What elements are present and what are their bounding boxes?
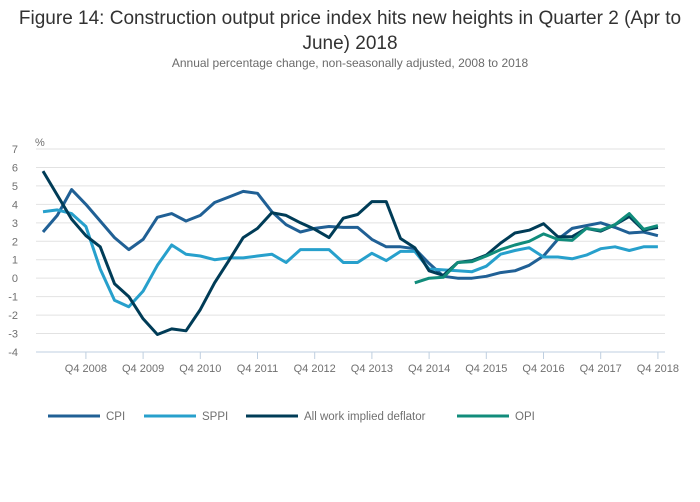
x-tick-label: Q4 2008 xyxy=(65,363,107,375)
series-line-opi[interactable] xyxy=(414,212,659,285)
y-tick-label: 4 xyxy=(12,199,18,211)
legend-label: OPI xyxy=(515,411,535,423)
legend-label: All work implied deflator xyxy=(304,411,426,423)
chart-subtitle: Annual percentage change, non-seasonally… xyxy=(171,56,529,70)
chart-title: Figure 14: Construction output price ind… xyxy=(18,8,682,54)
y-tick-label: 0 xyxy=(12,273,18,285)
x-tick-label: Q4 2017 xyxy=(580,363,622,375)
x-tick-label: Q4 2014 xyxy=(408,363,450,375)
series-line-sppi[interactable] xyxy=(42,208,658,309)
legend: CPI SPPI All work implied deflator OPI xyxy=(48,411,535,423)
x-tick-label: Q4 2013 xyxy=(351,363,393,375)
legend-label: SPPI xyxy=(202,411,228,423)
y-tick-label: -3 xyxy=(8,329,18,341)
y-tick-label: 7 xyxy=(12,144,18,156)
x-tick-label: Q4 2012 xyxy=(294,363,336,375)
x-tick-label: Q4 2011 xyxy=(237,363,278,375)
x-tick-label: Q4 2018 xyxy=(637,363,679,375)
y-tick-label: -4 xyxy=(8,347,18,359)
y-tick-label: 6 xyxy=(12,162,18,174)
series-lines xyxy=(41,170,659,336)
series-line-cpi[interactable] xyxy=(41,188,659,280)
x-tick-label: Q4 2010 xyxy=(179,363,221,375)
y-tick-label: 1 xyxy=(12,255,18,267)
series-line-all-work-implied-deflator[interactable] xyxy=(41,170,659,336)
x-axis: Q4 2008 Q4 2009 Q4 2010 Q4 2011 Q4 2012 Q4 20… xyxy=(36,351,679,375)
x-tick-label: Q4 2009 xyxy=(122,363,164,375)
x-tick-label: Q4 2015 xyxy=(465,363,507,375)
legend-item-opi[interactable]: OPI xyxy=(457,411,535,423)
y-axis-unit-label: % xyxy=(35,137,45,149)
y-axis: 7 6 5 4 3 2 1 0 -1 -2 -3 -4 xyxy=(8,144,18,359)
y-tick-label: -1 xyxy=(8,292,18,304)
y-tick-label: -2 xyxy=(8,310,18,322)
legend-label: CPI xyxy=(106,411,125,423)
legend-item-sppi[interactable]: SPPI xyxy=(144,411,228,423)
y-tick-label: 3 xyxy=(12,218,18,230)
x-tick-label: Q4 2016 xyxy=(522,363,564,375)
legend-item-cpi[interactable]: CPI xyxy=(48,411,125,423)
y-tick-label: 5 xyxy=(12,181,18,193)
y-tick-label: 2 xyxy=(12,236,18,248)
legend-item-all-work-implied-deflator[interactable]: All work implied deflator xyxy=(246,411,426,423)
